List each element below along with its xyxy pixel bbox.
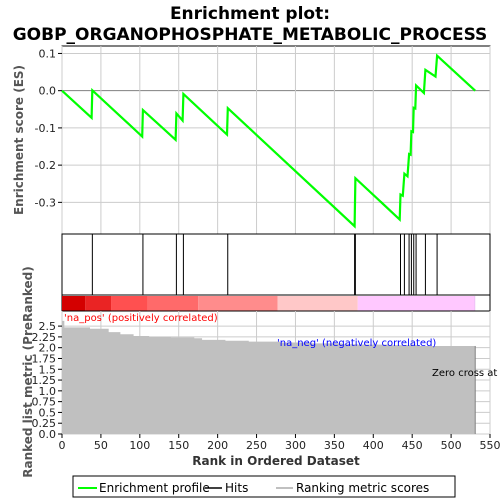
metric-y-tick-label: 0.5 [39,406,57,419]
heatmap-segment [62,296,86,311]
zero-cross-label: Zero cross at [432,368,497,379]
x-tick-label: 550 [480,439,500,452]
x-tick-label: 400 [363,439,384,452]
chart-title-line2: GOBP_ORGANOPHOSPHATE_METABOLIC_PROCESS [13,25,488,45]
enrichment-profile-line [61,53,476,229]
es-y-tick-label: 0.0 [39,85,57,98]
x-tick-label: 0 [59,439,66,452]
es-y-tick-label: 0.1 [39,47,57,60]
hits-frame [61,233,491,296]
metric-y-tick-label: 2.25 [32,331,57,344]
x-axis-label: Rank in Ordered Dataset [192,454,360,468]
es-y-tick-label: -0.1 [35,122,56,135]
heatmap-segment [474,296,476,311]
heatmap-segment [111,296,148,311]
hits-panel [61,233,491,296]
metric-y-tick-label: 0.25 [32,417,57,430]
metric-y-axis-label: Ranked list metric (PreRanked) [21,266,35,478]
metric-y-tick-label: 2.5 [39,320,57,333]
neg-correlated-label: 'na_neg' (negatively correlated) [277,338,436,349]
x-tick-label: 150 [168,439,189,452]
metric-y-tick-label: 1.5 [39,363,57,376]
pos-correlated-label: 'na_pos' (positively correlated) [64,313,218,324]
metric-y-tick-label: 0.0 [39,428,57,441]
es-y-tick-label: -0.3 [35,196,56,209]
x-tick-label: 50 [94,439,108,452]
legend-hits-label: Hits [225,481,248,495]
x-tick-label: 350 [324,439,345,452]
legend-frame [72,475,456,498]
heatmap-bar [61,294,491,312]
metric-y-tick-label: 0.75 [32,396,57,409]
metric-y-tick-label: 1.75 [32,352,57,365]
es-y-axis-label: Enrichment score (ES) [12,65,26,215]
x-tick-label: 300 [285,439,306,452]
es-y-tick-label: -0.2 [35,159,56,172]
legend: Enrichment profile Hits Ranking metric s… [72,475,456,498]
heatmap-segment [357,296,475,311]
metric-y-tick-label: 1.25 [32,374,57,387]
x-tick-label: 450 [402,439,423,452]
x-tick-label: 100 [129,439,150,452]
chart-title-line1: Enrichment plot: [170,4,330,24]
metric-y-tick-label: 1.0 [39,385,57,398]
heatmap-segment [277,296,358,311]
es-panel: 0.1 0.0 -0.1 -0.2 -0.3 Enrichment score (ES) [12,45,491,235]
heatmap-segment [147,296,199,311]
metric-panel: 0.00.250.50.751.01.251.51.752.02.252.5 0… [21,266,500,478]
x-tick-label: 500 [441,439,462,452]
legend-metric-label: Ranking metric scores [296,481,429,495]
x-tick-label: 250 [246,439,267,452]
metric-y-tick-label: 2.0 [39,342,57,355]
ranked-metric-area [62,320,476,434]
heatmap-segment [85,296,112,311]
legend-profile-label: Enrichment profile [99,481,210,495]
heatmap-segment [198,296,278,311]
x-tick-label: 200 [207,439,228,452]
